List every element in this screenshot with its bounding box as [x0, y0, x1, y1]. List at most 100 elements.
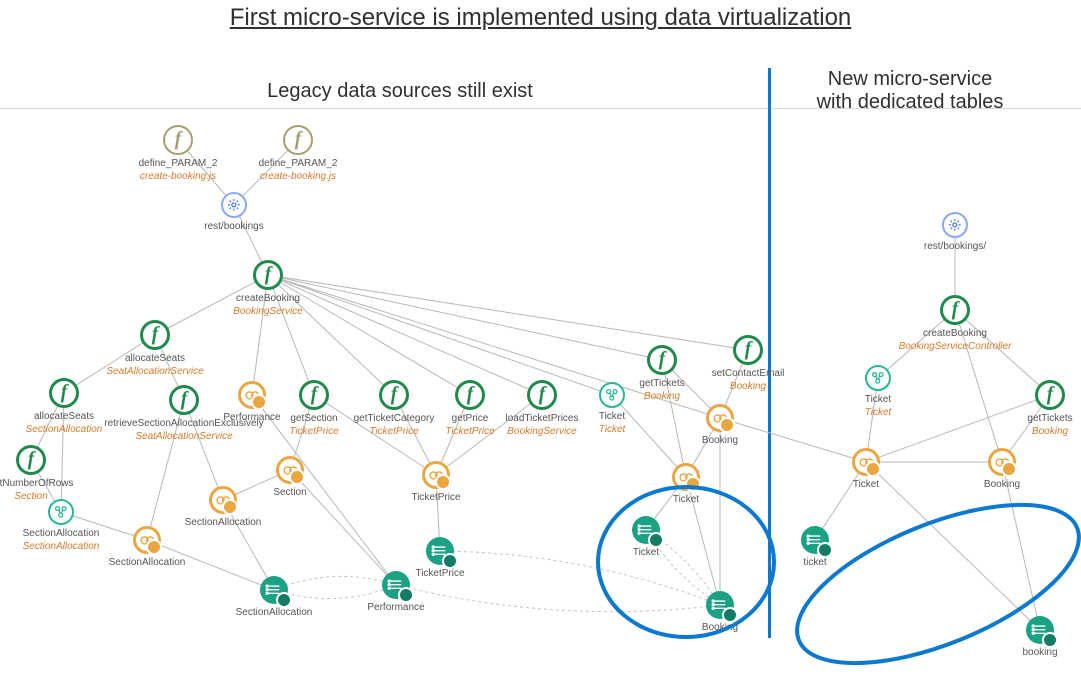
function-icon: f	[283, 125, 313, 155]
badge-icon	[817, 542, 833, 558]
edge	[396, 585, 720, 612]
badge-icon	[685, 476, 701, 492]
node-RTicketCls[interactable]	[865, 365, 891, 391]
node-label: SectionAllocation	[109, 557, 186, 570]
db-icon	[706, 591, 734, 619]
node-LloadTP[interactable]: f	[527, 380, 557, 410]
node-LTicketDB[interactable]	[632, 516, 660, 544]
node-RBookingObj[interactable]	[988, 448, 1016, 476]
edge	[268, 275, 662, 360]
node-RBookingDB[interactable]	[1026, 616, 1054, 644]
node-label: ticket	[803, 557, 826, 570]
node-label: Ticket	[853, 479, 879, 492]
node-label: getPriceTicketPrice	[445, 413, 494, 438]
node-label: TicketPrice	[411, 492, 460, 505]
function-icon: f	[299, 380, 329, 410]
badge-icon	[865, 461, 881, 477]
obj-icon	[209, 486, 237, 514]
edge	[268, 275, 748, 350]
node-label: setContactEmailBooking	[712, 368, 785, 393]
node-LPerfObj[interactable]	[238, 381, 266, 409]
function-icon: f	[940, 295, 970, 325]
node-label: Section	[273, 487, 306, 500]
node-RgetTickets[interactable]: f	[1035, 380, 1065, 410]
function-icon: f	[527, 380, 557, 410]
node-Ldef1[interactable]: f	[163, 125, 193, 155]
node-label: define_PARAM_2create-booking.js	[259, 158, 338, 183]
node-label: createBookingBookingServiceController	[899, 328, 1012, 353]
cls-icon	[599, 382, 625, 408]
badge-icon	[1001, 461, 1017, 477]
node-LSecAllocCls[interactable]	[48, 499, 74, 525]
node-LSecAllocObj2[interactable]	[209, 486, 237, 514]
function-icon: f	[253, 260, 283, 290]
node-LgetSection[interactable]: f	[299, 380, 329, 410]
node-LallocateSeats2[interactable]: f	[49, 378, 79, 408]
node-label: allocateSeatsSeatAllocationService	[106, 353, 203, 378]
api-icon	[221, 192, 247, 218]
edge	[274, 576, 396, 590]
node-label: Ticket	[633, 547, 659, 560]
edge	[440, 551, 720, 605]
node-LBookingObj[interactable]	[706, 404, 734, 432]
badge-icon	[722, 607, 738, 623]
node-LTPObj[interactable]	[422, 461, 450, 489]
node-Rapi[interactable]	[942, 212, 968, 238]
node-Lretrieve[interactable]: f	[169, 385, 199, 415]
obj-icon	[133, 526, 161, 554]
node-LgetTickets[interactable]: f	[647, 345, 677, 375]
node-LTPDB[interactable]	[426, 537, 454, 565]
function-icon: f	[16, 445, 46, 475]
obj-icon	[672, 463, 700, 491]
node-LBookingDB[interactable]	[706, 591, 734, 619]
function-icon: f	[140, 320, 170, 350]
node-label: getTicketCategoryTicketPrice	[354, 413, 435, 438]
node-LallocateSeats1[interactable]: f	[140, 320, 170, 350]
node-label: rest/bookings/	[924, 241, 986, 254]
node-label: SectionAllocationSectionAllocation	[23, 528, 100, 553]
db-icon	[426, 537, 454, 565]
node-LSecAllocDB[interactable]	[260, 576, 288, 604]
api-icon	[942, 212, 968, 238]
node-LgetPrice[interactable]: f	[455, 380, 485, 410]
node-label: getTicketsBooking	[639, 378, 684, 403]
function-icon: f	[455, 380, 485, 410]
node-LgetNumRows[interactable]: f	[16, 445, 46, 475]
node-label: booking	[1022, 647, 1057, 660]
node-label: Booking	[702, 622, 738, 635]
db-icon	[632, 516, 660, 544]
obj-icon	[276, 456, 304, 484]
function-icon: f	[169, 385, 199, 415]
node-LsetContact[interactable]: f	[733, 335, 763, 365]
node-RTicketDB[interactable]	[801, 526, 829, 554]
function-icon: f	[379, 380, 409, 410]
obj-icon	[988, 448, 1016, 476]
node-label: loadTicketPricesBookingService	[506, 413, 579, 438]
node-Lapi[interactable]	[221, 192, 247, 218]
node-label: createBookingBookingService	[233, 293, 302, 318]
node-LcreateBooking[interactable]: f	[253, 260, 283, 290]
node-RcreateBooking[interactable]: f	[940, 295, 970, 325]
db-icon	[801, 526, 829, 554]
node-LTicketObj[interactable]	[672, 463, 700, 491]
badge-icon	[719, 417, 735, 433]
db-icon	[1026, 616, 1054, 644]
node-label: Performance	[367, 602, 424, 615]
node-RTicketObj[interactable]	[852, 448, 880, 476]
node-label: Booking	[984, 479, 1020, 492]
db-icon	[260, 576, 288, 604]
node-label: rest/bookings	[204, 221, 263, 234]
node-LPerfDB[interactable]	[382, 571, 410, 599]
obj-icon	[422, 461, 450, 489]
edge	[720, 418, 866, 462]
node-Ldef2[interactable]: f	[283, 125, 313, 155]
node-LgetTicketCat[interactable]: f	[379, 380, 409, 410]
obj-icon	[852, 448, 880, 476]
badge-icon	[1042, 632, 1058, 648]
node-LSectionObj[interactable]	[276, 456, 304, 484]
node-label: getSectionTicketPrice	[289, 413, 338, 438]
badge-icon	[251, 394, 267, 410]
cls-icon	[865, 365, 891, 391]
node-LTicketCls[interactable]	[599, 382, 625, 408]
node-LSecAllocObj[interactable]	[133, 526, 161, 554]
